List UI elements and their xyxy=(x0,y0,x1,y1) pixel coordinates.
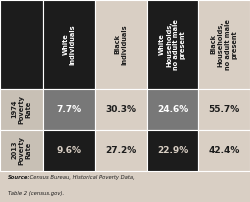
Text: Black
Individuals: Black Individuals xyxy=(114,24,127,65)
Bar xyxy=(0,130,43,171)
Text: 27.2%: 27.2% xyxy=(105,146,136,155)
Text: 30.3%: 30.3% xyxy=(105,105,136,114)
Bar xyxy=(43,130,95,171)
Bar xyxy=(146,89,198,130)
Bar xyxy=(95,89,146,130)
Bar xyxy=(43,0,95,89)
Text: 42.4%: 42.4% xyxy=(208,146,240,155)
Bar xyxy=(95,0,146,89)
Bar xyxy=(0,89,43,130)
Text: White
Individuals: White Individuals xyxy=(62,24,76,65)
Bar xyxy=(198,130,250,171)
Bar xyxy=(95,130,146,171)
Bar xyxy=(43,89,95,130)
Bar xyxy=(198,0,250,89)
Text: 22.9%: 22.9% xyxy=(157,146,188,155)
Text: 9.6%: 9.6% xyxy=(56,146,82,155)
Text: 2013
Poverty
Rate: 2013 Poverty Rate xyxy=(12,136,32,165)
Bar xyxy=(198,89,250,130)
Text: Census Bureau, Historical Poverty Data,: Census Bureau, Historical Poverty Data, xyxy=(28,175,135,180)
Bar xyxy=(146,130,198,171)
Bar xyxy=(146,0,198,89)
Bar xyxy=(0,0,43,89)
Text: White
Households,
no adult male
present: White Households, no adult male present xyxy=(159,19,186,70)
Text: 7.7%: 7.7% xyxy=(56,105,82,114)
Text: 1974
Poverty
Rate: 1974 Poverty Rate xyxy=(12,95,32,124)
Text: 24.6%: 24.6% xyxy=(157,105,188,114)
Text: 55.7%: 55.7% xyxy=(208,105,240,114)
Text: Source:: Source: xyxy=(8,175,30,180)
Text: Black
Households,
no adult male
present: Black Households, no adult male present xyxy=(211,19,238,70)
Text: Table 2 (census.gov).: Table 2 (census.gov). xyxy=(8,191,64,196)
